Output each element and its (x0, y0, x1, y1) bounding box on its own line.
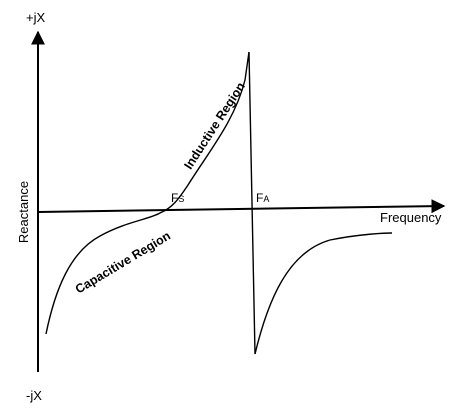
reactance-curve-asymptote (248, 51, 256, 355)
capacitive-region-label: Capacitive Region (73, 229, 173, 297)
series-resonance-label: FS (171, 191, 184, 205)
reactance-curve-left (45, 51, 250, 335)
x-axis-title: Frequency (380, 210, 442, 225)
inductive-region-label: Inductive Region (181, 80, 248, 172)
parallel-resonance-label: FA (256, 191, 269, 205)
reactance-curve-right (254, 232, 393, 355)
x-axis (37, 199, 446, 214)
y-bottom-label: -jX (26, 388, 42, 403)
y-axis-title: Reactance (16, 181, 31, 243)
y-top-label: +jX (26, 10, 45, 25)
